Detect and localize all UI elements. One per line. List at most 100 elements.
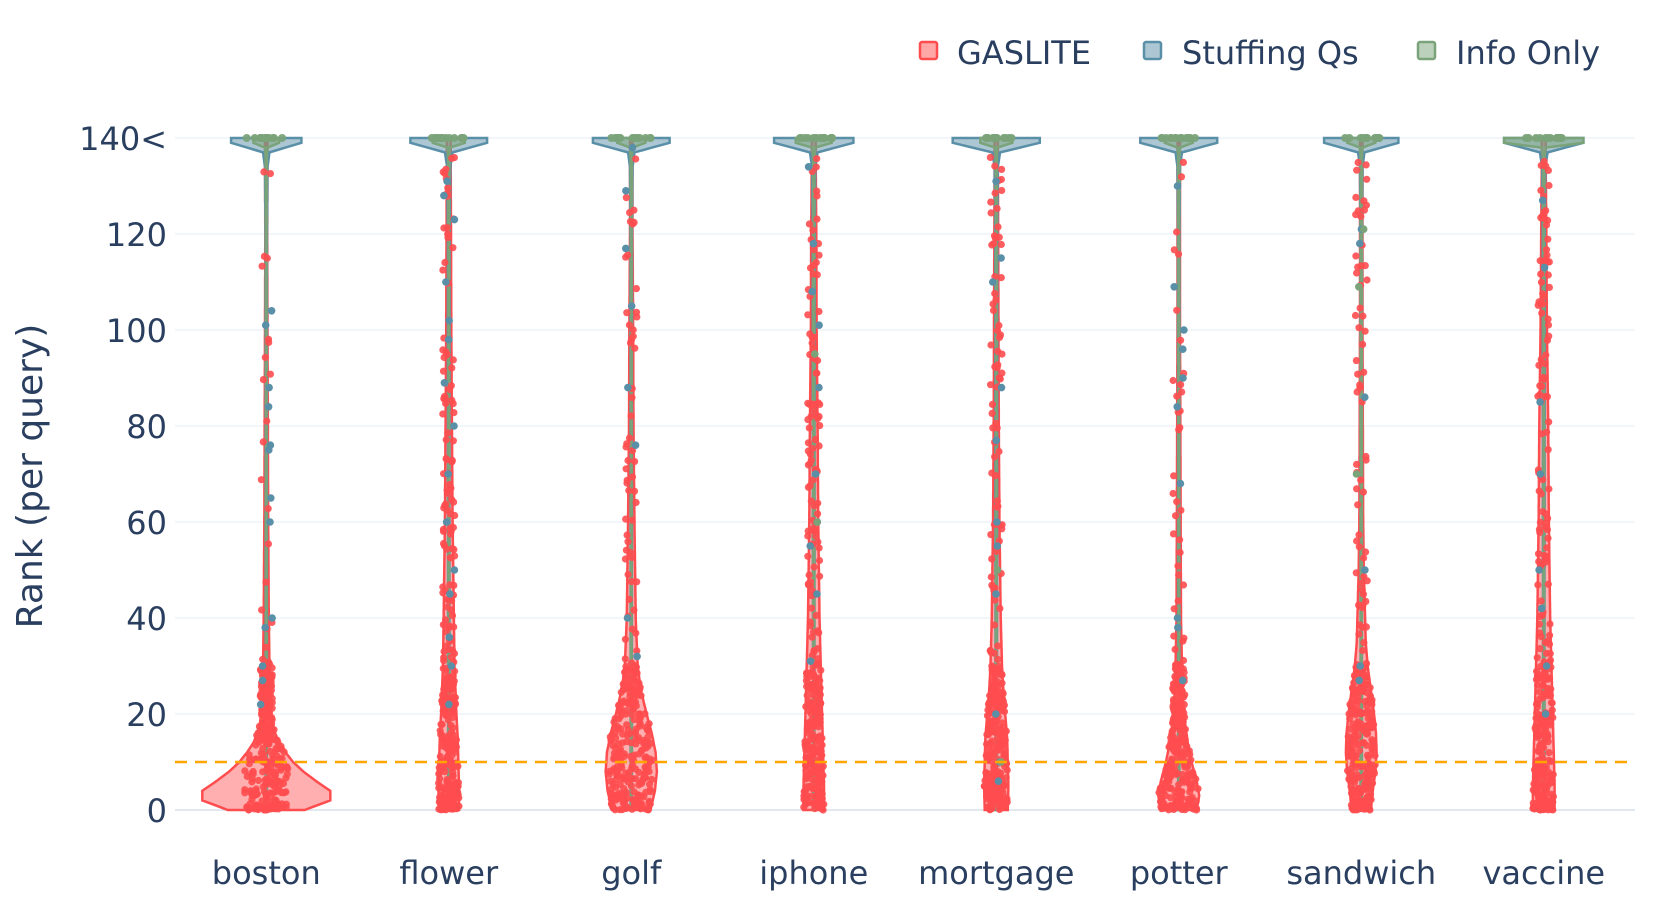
point-gaslite-flower — [444, 716, 452, 724]
point-gaslite-golf — [615, 789, 624, 797]
point-gaslite-golf — [617, 688, 625, 696]
legend-label-info-only: Info Only — [1456, 34, 1600, 72]
point-gaslite-sandwich — [1362, 548, 1370, 556]
point-gaslite-vaccine — [1546, 631, 1554, 639]
point-info-only-cap-boston — [250, 134, 259, 142]
point-gaslite-golf — [635, 734, 643, 742]
point-gaslite-sandwich — [1355, 324, 1363, 332]
legend-item-gaslite[interactable]: GASLITE — [918, 34, 1091, 72]
point-gaslite-golf — [624, 456, 632, 465]
point-gaslite-mortgage — [987, 209, 995, 217]
point-gaslite-golf — [640, 793, 648, 801]
point-gaslite-iphone — [813, 369, 821, 377]
point-stuffing-qs-flower — [445, 316, 453, 325]
point-gaslite-potter — [1165, 806, 1173, 814]
point-gaslite-golf — [646, 786, 654, 794]
point-gaslite-potter — [1184, 795, 1192, 803]
point-gaslite-flower — [448, 646, 457, 654]
point-gaslite-iphone — [808, 670, 816, 678]
legend-item-stuffing-qs[interactable]: Stuffing Qs — [1142, 34, 1359, 72]
point-gaslite-iphone — [814, 696, 823, 704]
point-gaslite-sandwich — [1360, 368, 1368, 376]
point-gaslite-sandwich — [1362, 161, 1370, 169]
point-gaslite-flower — [439, 791, 447, 800]
point-info-only-cap-mortgage — [992, 134, 1001, 142]
point-gaslite-potter — [1156, 785, 1164, 793]
point-gaslite-potter — [1185, 801, 1193, 809]
point-gaslite-potter — [1167, 784, 1175, 792]
point-gaslite-potter — [1176, 536, 1184, 544]
point-gaslite-boston — [272, 805, 280, 813]
point-gaslite-sandwich — [1360, 197, 1368, 205]
point-gaslite-golf — [623, 440, 631, 448]
point-stuffing-qs-golf — [623, 614, 632, 622]
point-gaslite-boston — [248, 778, 256, 786]
point-gaslite-sandwich — [1359, 488, 1367, 496]
point-gaslite-potter — [1177, 716, 1185, 724]
point-gaslite-potter — [1174, 694, 1182, 703]
point-gaslite-mortgage — [991, 189, 999, 197]
point-gaslite-potter — [1173, 228, 1181, 236]
point-gaslite-golf — [613, 749, 621, 757]
point-gaslite-mortgage — [999, 702, 1008, 710]
point-gaslite-golf — [622, 253, 630, 261]
point-gaslite-iphone — [813, 215, 821, 223]
point-gaslite-sandwich — [1362, 597, 1370, 606]
point-gaslite-vaccine — [1545, 756, 1553, 765]
point-gaslite-iphone — [818, 751, 826, 759]
point-gaslite-golf — [645, 799, 653, 807]
legend[interactable]: GASLITE Stuffing Qs Info Only — [918, 34, 1600, 72]
point-gaslite-mortgage — [988, 772, 996, 780]
point-gaslite-boston — [259, 744, 267, 753]
point-gaslite-flower — [453, 805, 461, 813]
point-gaslite-flower — [443, 545, 451, 553]
point-gaslite-sandwich — [1367, 713, 1375, 721]
x-tick-label-mortgage: mortgage — [918, 854, 1074, 892]
point-gaslite-golf — [636, 685, 644, 694]
point-gaslite-potter — [1175, 781, 1183, 789]
point-gaslite-flower — [439, 410, 447, 418]
point-gaslite-potter — [1167, 794, 1175, 802]
point-gaslite-vaccine — [1544, 321, 1553, 329]
point-info-only-cap-flower — [438, 134, 447, 142]
point-gaslite-mortgage — [995, 447, 1003, 456]
point-gaslite-boston — [260, 168, 268, 176]
legend-item-info-only[interactable]: Info Only — [1416, 34, 1600, 72]
point-gaslite-vaccine — [1545, 181, 1553, 190]
point-gaslite-boston — [245, 756, 253, 764]
legend-swatch-gaslite — [918, 40, 939, 61]
point-gaslite-golf — [627, 412, 635, 420]
point-info-only-iphone — [811, 350, 819, 358]
point-gaslite-flower — [450, 409, 458, 417]
point-gaslite-mortgage — [995, 729, 1003, 738]
point-gaslite-golf — [627, 336, 636, 344]
point-gaslite-golf — [618, 739, 627, 747]
point-stuffing-qs-mortgage — [992, 710, 1000, 718]
point-gaslite-mortgage — [991, 453, 999, 461]
point-gaslite-boston — [255, 730, 263, 738]
point-gaslite-sandwich — [1355, 787, 1363, 795]
point-stuffing-qs-flower — [442, 518, 451, 526]
point-gaslite-golf — [623, 665, 631, 673]
point-gaslite-mortgage — [994, 655, 1002, 664]
point-gaslite-golf — [642, 774, 650, 782]
point-info-only-cap-boston — [256, 134, 265, 142]
point-gaslite-iphone — [804, 311, 812, 319]
legend-label-stuffing-qs: Stuffing Qs — [1182, 34, 1359, 72]
point-gaslite-golf — [605, 767, 614, 776]
point-gaslite-boston — [258, 262, 266, 270]
point-gaslite-golf — [622, 546, 631, 554]
point-gaslite-golf — [649, 756, 657, 764]
point-gaslite-golf — [637, 747, 645, 756]
point-gaslite-iphone — [804, 439, 813, 447]
point-gaslite-golf — [630, 716, 638, 724]
x-axis-ticks: boston flower golf iphone mortgage potter sand… — [212, 854, 1605, 892]
point-gaslite-mortgage — [991, 289, 999, 298]
point-gaslite-iphone — [802, 761, 810, 769]
point-gaslite-potter — [1173, 392, 1181, 400]
point-gaslite-flower — [448, 396, 456, 404]
point-gaslite-boston — [261, 712, 269, 721]
point-gaslite-golf — [622, 465, 630, 473]
point-gaslite-sandwich — [1357, 476, 1365, 484]
point-gaslite-vaccine — [1536, 645, 1544, 653]
